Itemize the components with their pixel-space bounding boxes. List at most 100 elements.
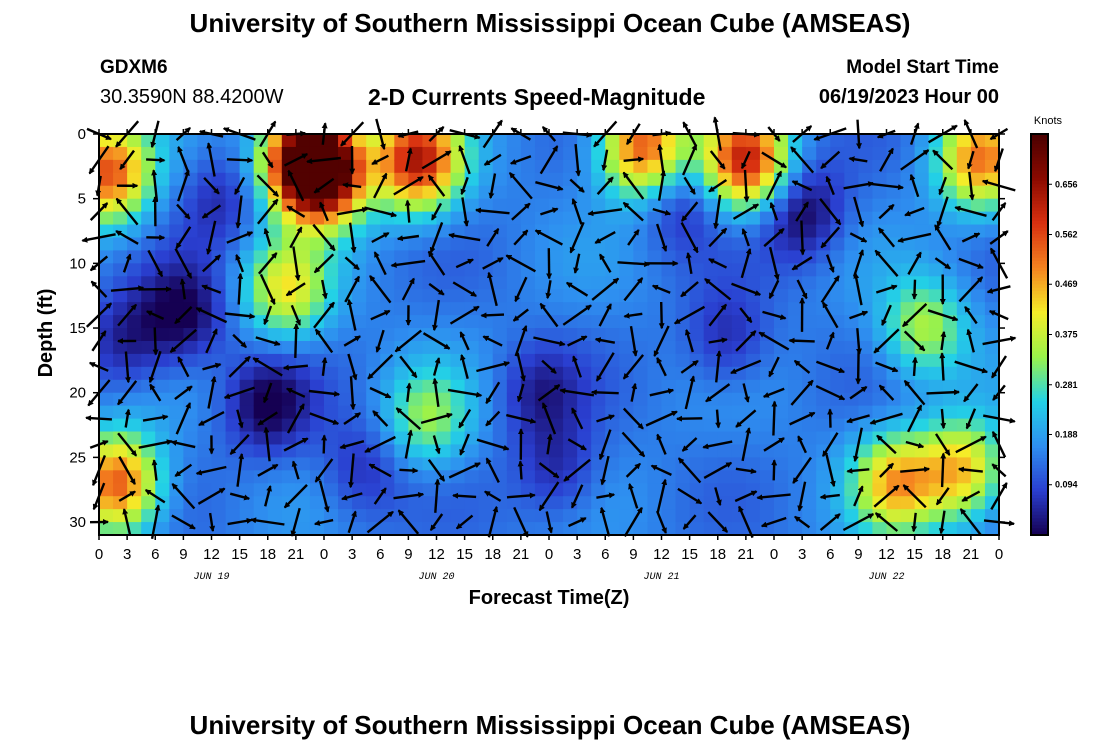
heatmap-cell [914,379,930,394]
heatmap-cell [563,328,578,342]
heatmap-cell [141,496,156,510]
heatmap-cell [956,146,972,161]
heatmap-cell [774,211,789,226]
heatmap-cell [703,172,719,187]
heatmap-cell [816,211,831,226]
colorbar-segment [1031,304,1048,309]
heatmap-cell [563,444,578,458]
heatmap-cell [605,159,620,174]
x-tick-label: 0 [320,546,328,563]
current-arrow [567,335,588,347]
heatmap-cell [956,276,972,290]
heatmap-cell [492,392,508,407]
heatmap-cell [788,379,803,394]
current-arrow [791,180,813,192]
heatmap-cell [633,198,649,213]
heatmap-cell [689,315,705,329]
heatmap-cell [872,392,888,407]
current-arrow [768,246,780,281]
current-arrow [201,254,222,273]
heatmap-cell [338,392,353,407]
heatmap-cell [549,405,564,420]
heatmap-cell [830,172,845,187]
heatmap-cell [534,340,550,355]
current-arrow [235,253,245,273]
heatmap-cell [633,470,649,484]
heatmap-cell [338,315,353,329]
current-arrow [201,284,222,294]
heatmap-cell [394,483,409,497]
heatmap-cell [478,509,494,523]
current-arrow [347,510,357,534]
current-arrow [364,435,396,453]
heatmap-cell [858,366,874,381]
heatmap-cell [366,224,381,239]
heatmap-cell [324,211,339,226]
current-arrow [321,279,328,300]
current-arrow [539,302,559,328]
current-arrow [511,202,531,221]
heatmap-cell [183,353,199,368]
heatmap-cell [675,418,691,433]
heatmap-cell [731,405,747,420]
heatmap-cell [830,496,845,510]
heatmap-cell [422,302,438,316]
heatmap-cell [436,496,452,510]
current-arrow [874,512,899,532]
current-arrow [430,202,443,221]
current-arrow [339,440,365,450]
current-arrow [343,412,362,425]
heatmap-cell [225,211,241,226]
heatmap-cell [844,366,859,381]
heatmap-cell [928,457,944,471]
heatmap-cell [155,328,170,342]
heatmap-cell [197,405,213,420]
current-arrow [347,353,358,381]
heatmap-cell [267,224,283,239]
heatmap-cell [605,353,620,368]
heatmap-cell [844,146,859,161]
heatmap-cell [352,159,367,174]
x-tick-label: 0 [545,546,553,563]
heatmap-cell [703,405,719,420]
heatmap-cell [661,198,677,213]
current-arrow [314,328,334,354]
colorbar-segment [1031,361,1048,366]
heatmap-cell [506,431,522,446]
heatmap-cell [605,444,620,458]
heatmap-cell [183,276,199,290]
heatmap-cell [211,146,227,161]
heatmap-cell [127,198,142,213]
current-arrow [595,352,615,382]
heatmap-cell [338,509,353,523]
heatmap-cell [759,444,775,458]
y-tick-label: 20 [69,385,86,402]
heatmap-cell [928,159,944,174]
heatmap-cell [759,263,775,277]
heatmap-cell [703,431,719,446]
current-arrow [897,232,932,243]
heatmap-cell [774,379,789,394]
axes: 0 3 6 9 12 15 18 21 0 3 6 9 12 15 18 21 0 3 6 9 12 15 18 21 0 3 6 9… [69,126,1005,583]
current-arrow [819,198,842,226]
current-arrow [587,208,623,217]
current-arrow [874,249,899,277]
heatmap-cell [844,328,859,342]
heatmap-cell [197,328,213,342]
heatmap-cell [211,418,227,433]
heatmap-cell [914,328,930,342]
heatmap-cell [99,146,114,161]
x-tick-label: 18 [484,546,501,563]
current-arrow [458,408,472,429]
heatmap-cell [281,315,297,329]
y-tick-label: 0 [78,126,86,143]
heatmap-cell [239,263,255,277]
colorbar-segment [1031,421,1048,426]
heatmap-cell [127,496,142,510]
current-arrow [954,360,989,374]
current-arrow [458,144,471,175]
current-arrow [344,256,360,271]
heatmap-cell [563,185,578,200]
heatmap-cell [661,302,677,316]
heatmap-cell [703,366,719,381]
